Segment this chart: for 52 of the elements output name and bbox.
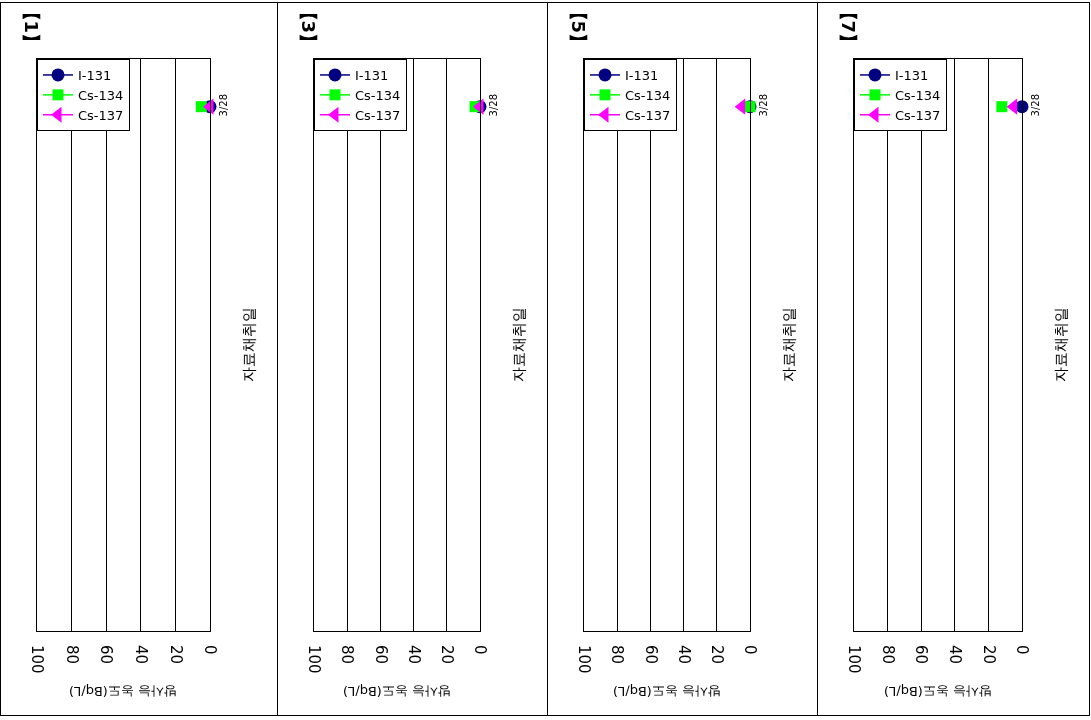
y-tick-label: 3/28 (218, 93, 229, 117)
chart-title: 【1】 (20, 2, 42, 52)
legend-label: Cs-134 (625, 87, 671, 103)
x-tick-label: 100 (845, 645, 864, 674)
legend-label: I-131 (78, 68, 112, 84)
legend-label: Cs-137 (895, 107, 941, 123)
legend-label: Cs-137 (625, 107, 671, 123)
x-tick-label: 60 (371, 645, 390, 665)
y-axis-title: 자료채취일 (780, 307, 798, 382)
x-tick-label: 40 (131, 645, 150, 665)
y-tick-label: 3/28 (488, 93, 499, 117)
x-tick-label: 80 (878, 645, 897, 665)
x-axis-title: 방사능 농도(Bq/L) (68, 684, 177, 699)
x-tick-label: 20 (166, 645, 185, 665)
x-tick-label: 40 (674, 645, 693, 665)
x-tick-label: 0 (741, 645, 760, 655)
x-tick-label: 0 (471, 645, 490, 655)
y-axis-title: 자료채취일 (240, 307, 258, 382)
x-tick-label: 40 (945, 645, 964, 665)
y-axis-title: 자료채취일 (1052, 307, 1070, 382)
x-tick-label: 100 (28, 645, 47, 674)
x-tick-label: 40 (404, 645, 423, 665)
y-tick-label: 3/28 (1030, 93, 1041, 117)
legend-label: Cs-134 (895, 87, 941, 103)
x-axis-title: 방사능 농도(Bq/L) (883, 684, 992, 699)
x-tick-label: 20 (437, 645, 456, 665)
y-tick-label: 3/28 (758, 93, 769, 117)
chart-title: 【7】 (837, 2, 859, 52)
x-tick-label: 20 (707, 645, 726, 665)
x-axis-title: 방사능 농도(Bq/L) (342, 684, 451, 699)
x-tick-label: 100 (575, 645, 594, 674)
legend-label: Cs-134 (355, 87, 401, 103)
x-tick-label: 60 (97, 645, 116, 665)
x-tick-label: 80 (338, 645, 357, 665)
legend-label: I-131 (625, 68, 659, 84)
chart-title: 【5】 (567, 2, 589, 52)
legend-label: I-131 (355, 68, 389, 84)
x-tick-label: 0 (1013, 645, 1032, 655)
legend-label: Cs-134 (78, 87, 124, 103)
x-tick-label: 60 (912, 645, 931, 665)
x-tick-label: 80 (608, 645, 627, 665)
y-axis-title: 자료채취일 (510, 307, 528, 382)
x-axis-title: 방사능 농도(Bq/L) (612, 684, 721, 699)
x-tick-label: 100 (305, 645, 324, 674)
legend-label: I-131 (895, 68, 929, 84)
x-tick-label: 60 (641, 645, 660, 665)
chart-title: 【3】 (297, 2, 319, 52)
legend-label: Cs-137 (78, 107, 124, 123)
x-tick-label: 0 (201, 645, 220, 655)
x-tick-label: 80 (62, 645, 81, 665)
legend-label: Cs-137 (355, 107, 401, 123)
x-tick-label: 20 (979, 645, 998, 665)
